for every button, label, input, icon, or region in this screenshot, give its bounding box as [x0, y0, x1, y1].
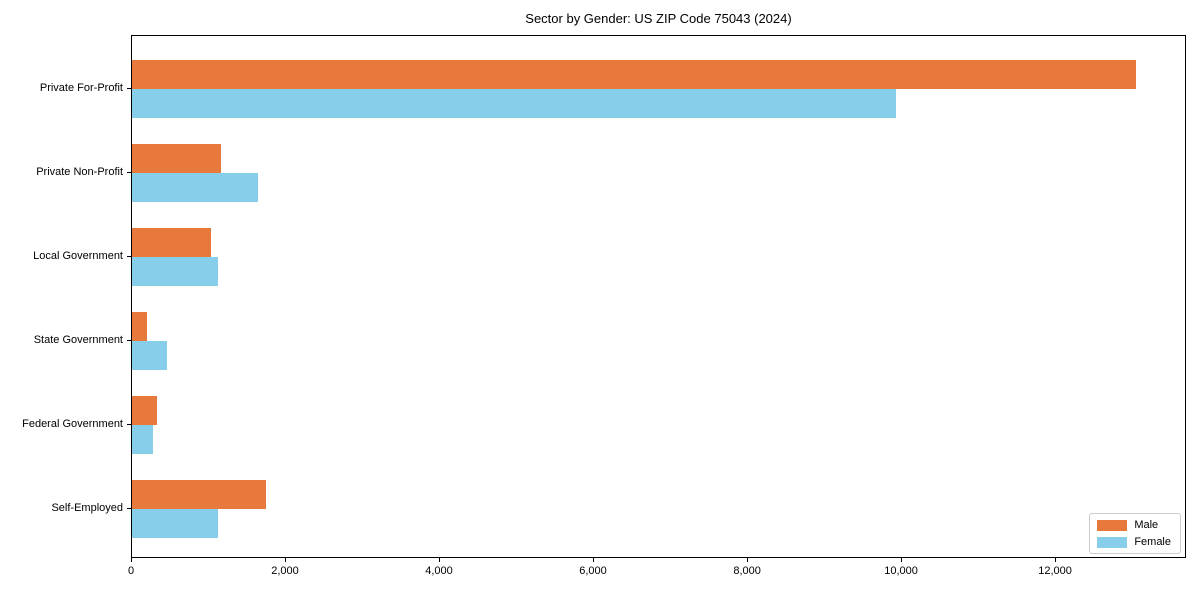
y-axis-label: Private For-Profit [39, 82, 123, 94]
legend-label-male: Male [1134, 519, 1159, 531]
y-axis-label: Self-Employed [51, 502, 123, 514]
x-tick-mark [1055, 558, 1057, 562]
y-axis-label: Local Government [33, 250, 123, 262]
female-bar [132, 89, 896, 118]
male-bar [132, 144, 222, 173]
y-tick-mark [127, 88, 131, 89]
male-bar [132, 228, 212, 257]
x-axis-tick-label: 12,000 [1038, 565, 1072, 577]
legend: Male Female [1089, 513, 1181, 554]
x-axis-tick-label: 6,000 [579, 565, 607, 577]
y-axis-label: Private Non-Profit [36, 166, 123, 178]
y-axis-label: Federal Government [22, 418, 123, 430]
male-bar [132, 312, 148, 341]
x-axis-tick-label: 8,000 [733, 565, 761, 577]
x-tick-mark [901, 558, 903, 562]
legend-item-female: Female [1097, 536, 1171, 548]
female-bar [132, 257, 219, 286]
female-bar [132, 341, 167, 370]
y-tick-mark [127, 256, 131, 257]
y-tick-mark [127, 340, 131, 341]
x-tick-mark [747, 558, 749, 562]
male-bar [132, 480, 266, 509]
male-bar [132, 60, 1137, 89]
female-bar [132, 425, 153, 454]
legend-item-male: Male [1097, 519, 1171, 531]
y-tick-mark [127, 424, 131, 425]
female-bar [132, 173, 258, 202]
y-axis-label: State Government [33, 334, 123, 346]
female-series-swatch [1097, 536, 1128, 548]
x-tick-mark [439, 558, 440, 562]
x-tick-mark [593, 558, 594, 562]
x-axis-tick-label: 0 [127, 565, 135, 577]
chart-title: Sector by Gender: US ZIP Code 75043 (202… [525, 11, 792, 26]
x-axis-tick-label: 2,000 [271, 565, 299, 577]
x-tick-mark [131, 558, 132, 562]
x-axis-tick-label: 4,000 [425, 565, 453, 577]
male-bar [132, 396, 158, 425]
male-series-swatch [1097, 519, 1128, 531]
plot-area: Male Female [131, 35, 1186, 558]
female-bar [132, 509, 219, 538]
y-tick-mark [127, 172, 131, 173]
y-tick-mark [127, 508, 131, 509]
legend-label-female: Female [1134, 536, 1171, 548]
x-tick-mark [285, 558, 286, 562]
x-axis-tick-label: 10,000 [884, 565, 918, 577]
